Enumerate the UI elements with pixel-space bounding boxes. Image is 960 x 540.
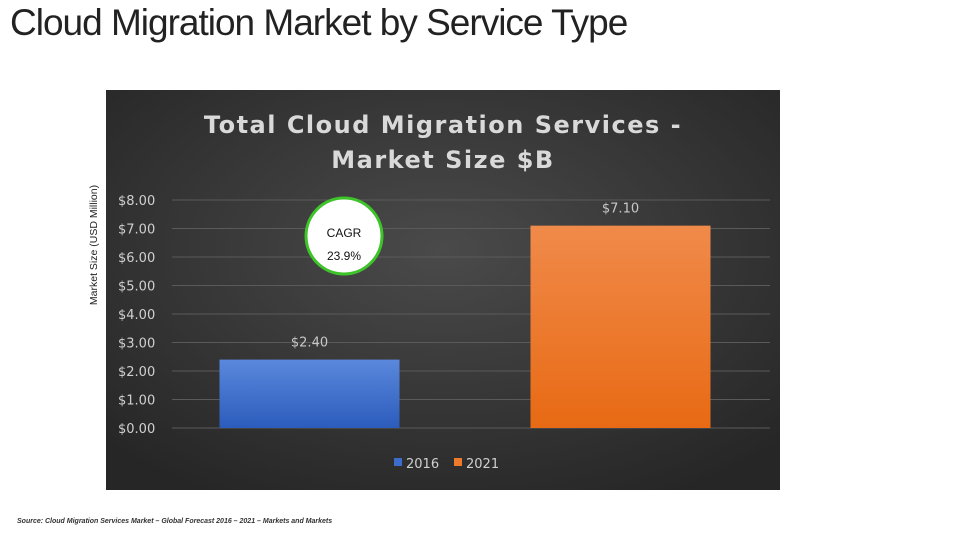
legend-label: 2016	[406, 457, 439, 472]
y-tick-label: $0.00	[118, 422, 155, 437]
cagr-callout: CAGR 23.9%	[304, 196, 384, 276]
source-note: Source: Cloud Migration Services Market …	[17, 518, 333, 525]
callout-line1: CAGR	[327, 226, 362, 240]
legend-swatch	[394, 458, 402, 466]
y-tick-label: $7.00	[118, 223, 155, 238]
bar-chart: Total Cloud Migration Services - Market S…	[106, 90, 780, 490]
chart-title-line: Total Cloud Migration Services -	[204, 111, 682, 139]
legend-swatch	[454, 458, 462, 466]
y-tick-label: $2.00	[118, 365, 155, 380]
callout-line2: 23.9%	[327, 249, 361, 263]
y-tick-label: $6.00	[118, 251, 155, 266]
chart-title-line: Market Size $B	[331, 146, 554, 174]
legend-label: 2021	[466, 457, 499, 472]
y-axis-side-label: Market Size (USD Million)	[88, 184, 100, 306]
y-tick-label: $5.00	[118, 280, 155, 295]
y-tick-label: $4.00	[118, 308, 155, 323]
callout-bubble	[304, 196, 384, 276]
chart-legend: 2016 2021	[394, 457, 499, 472]
y-tick-label: $1.00	[118, 394, 155, 409]
slide-title: Cloud Migration Market by Service Type	[10, 2, 628, 43]
bar-data-label: $7.10	[602, 202, 639, 217]
y-tick-label: $3.00	[118, 337, 155, 352]
bar-2021	[530, 225, 711, 428]
bar-2016	[219, 359, 400, 428]
bar-data-label: $2.40	[291, 336, 328, 351]
y-tick-label: $8.00	[118, 194, 155, 209]
